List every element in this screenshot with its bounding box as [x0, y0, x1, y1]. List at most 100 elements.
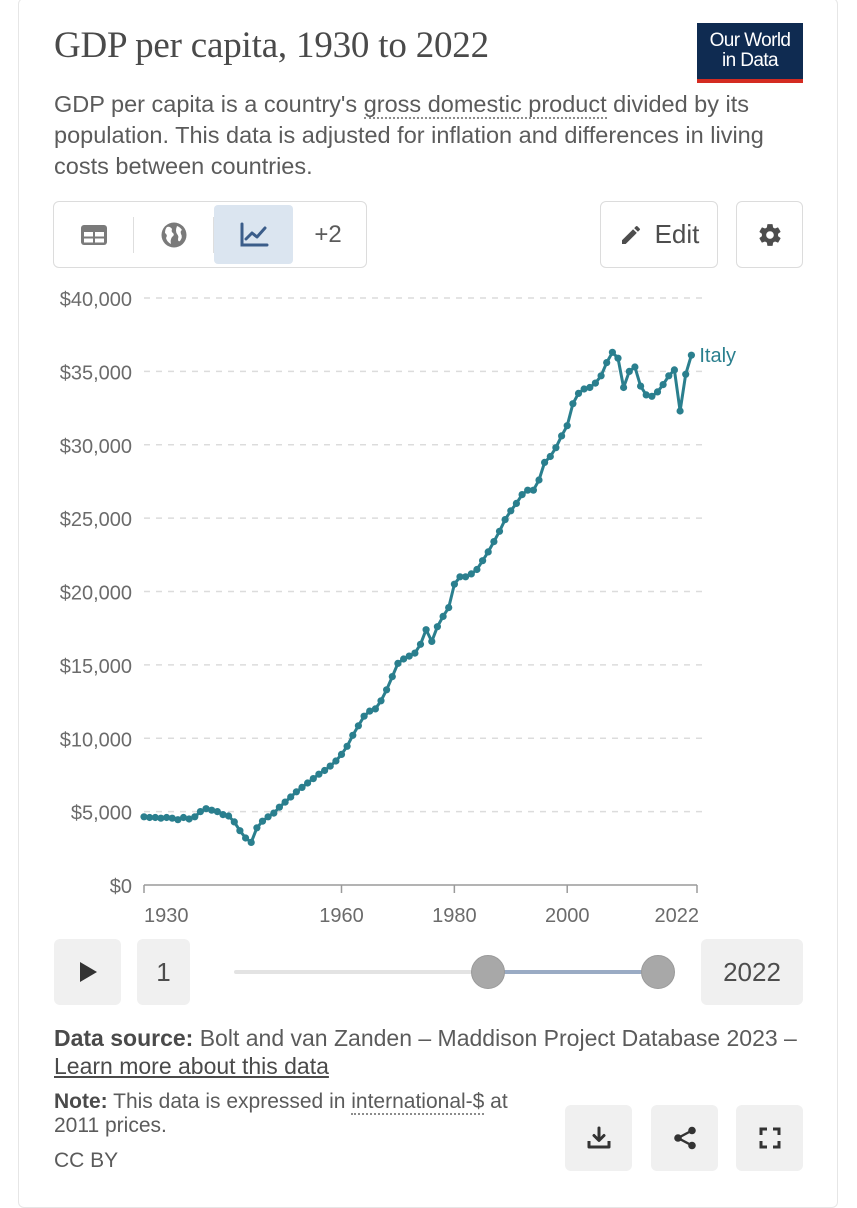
data-point: [676, 407, 684, 415]
data-point: [315, 770, 323, 778]
fullscreen-button[interactable]: [736, 1105, 803, 1171]
subtitle-definition-link[interactable]: gross domestic product: [363, 91, 607, 119]
download-icon: [587, 1126, 610, 1149]
data-point: [416, 640, 425, 648]
tab-more[interactable]: +2: [314, 220, 342, 248]
data-point: [467, 570, 475, 578]
data-point: [687, 351, 696, 359]
data-point: [332, 757, 340, 765]
data-point: [174, 816, 182, 824]
data-point: [535, 476, 543, 484]
data-point: [479, 557, 487, 565]
data-point: [337, 750, 346, 758]
y-tick-label: $25,000: [60, 509, 132, 531]
data-point: [292, 788, 300, 796]
y-tick-label: $30,000: [60, 436, 132, 458]
line-chart: $0 $5,000 $10,000 $15,000 $20,000 $25,000 $30,…: [60, 289, 736, 927]
source-text: Bolt and van Zanden – Maddison Project D…: [193, 1025, 797, 1051]
data-point: [270, 809, 278, 817]
x-tick-label: 1980: [432, 905, 477, 927]
download-button[interactable]: [565, 1105, 632, 1171]
data-point: [608, 348, 617, 356]
timeline-controls: 1 2022: [0, 939, 857, 1005]
international-dollar-link[interactable]: international-$: [351, 1090, 485, 1115]
timeline-end-handle[interactable]: [641, 955, 675, 989]
data-point: [343, 742, 351, 750]
chart-subtitle: GDP per capita is a country's gross dome…: [54, 89, 814, 182]
data-point: [473, 565, 481, 574]
note-text-end: at 2011 prices.: [54, 1090, 508, 1137]
data-point: [495, 527, 504, 535]
data-point: [620, 383, 628, 392]
tab-divider: [213, 216, 214, 253]
data-point: [304, 779, 312, 787]
data-point: [287, 793, 295, 801]
data-point: [185, 815, 193, 823]
share-icon: [673, 1126, 696, 1150]
data-point: [208, 806, 216, 814]
data-point: [179, 813, 188, 822]
data-point: [552, 444, 560, 452]
data-point: [659, 381, 667, 389]
data-point: [563, 422, 571, 430]
data-point: [196, 808, 204, 816]
timeline-track[interactable]: [234, 970, 659, 974]
timeline-start-handle[interactable]: [471, 955, 505, 989]
note-label: Note:: [54, 1090, 108, 1113]
data-point: [484, 548, 492, 556]
data-point: [377, 697, 385, 705]
data-point: [242, 834, 250, 842]
note-text-start: This data is expressed in: [107, 1090, 352, 1113]
data-point: [586, 383, 594, 392]
data-point: [247, 838, 255, 847]
play-button[interactable]: [54, 939, 121, 1005]
settings-button[interactable]: [736, 201, 803, 268]
table-icon: [80, 224, 107, 245]
data-point: [546, 452, 554, 461]
data-point: [349, 731, 357, 739]
data-point: [230, 818, 238, 826]
x-tick-label: 1960: [319, 905, 364, 927]
share-button[interactable]: [651, 1105, 718, 1171]
x-tick-label: 2000: [545, 905, 590, 927]
data-point: [191, 813, 199, 821]
owid-logo[interactable]: Our World in Data: [697, 23, 803, 83]
edit-button[interactable]: Edit: [600, 201, 718, 268]
tab-table[interactable]: [54, 205, 133, 264]
timeline-start-label[interactable]: 1: [137, 939, 190, 1005]
data-point: [298, 783, 306, 791]
data-point: [168, 814, 176, 822]
data-point: [682, 370, 690, 378]
data-point: [354, 722, 362, 730]
data-point: [445, 604, 453, 612]
data-point: [146, 813, 154, 822]
data-point: [670, 366, 679, 374]
data-point: [665, 372, 673, 380]
source-label: Data source:: [54, 1025, 194, 1051]
tab-chart[interactable]: [214, 205, 293, 264]
data-point: [383, 686, 391, 694]
fullscreen-icon: [759, 1127, 780, 1149]
data-point: [422, 626, 430, 634]
y-tick-label: $15,000: [60, 656, 132, 678]
data-point: [529, 486, 538, 494]
data-point: [275, 803, 283, 811]
data-point: [625, 367, 633, 375]
data-point: [405, 652, 413, 660]
data-point: [603, 359, 611, 367]
page-title: GDP per capita, 1930 to 2022: [54, 25, 489, 66]
data-point: [653, 388, 662, 396]
y-tick-label: $0: [110, 876, 132, 898]
data-point: [411, 649, 419, 657]
tab-map[interactable]: [134, 205, 213, 264]
data-point: [642, 391, 650, 399]
data-point: [631, 363, 639, 371]
license-label[interactable]: CC BY: [54, 1149, 119, 1172]
learn-more-link[interactable]: Learn more about this data: [54, 1053, 329, 1079]
data-point: [637, 382, 645, 390]
timeline-end-label[interactable]: 2022: [701, 939, 803, 1005]
data-point: [456, 573, 464, 581]
data-point: [512, 499, 521, 507]
data-point: [213, 808, 221, 816]
data-point: [281, 798, 289, 806]
